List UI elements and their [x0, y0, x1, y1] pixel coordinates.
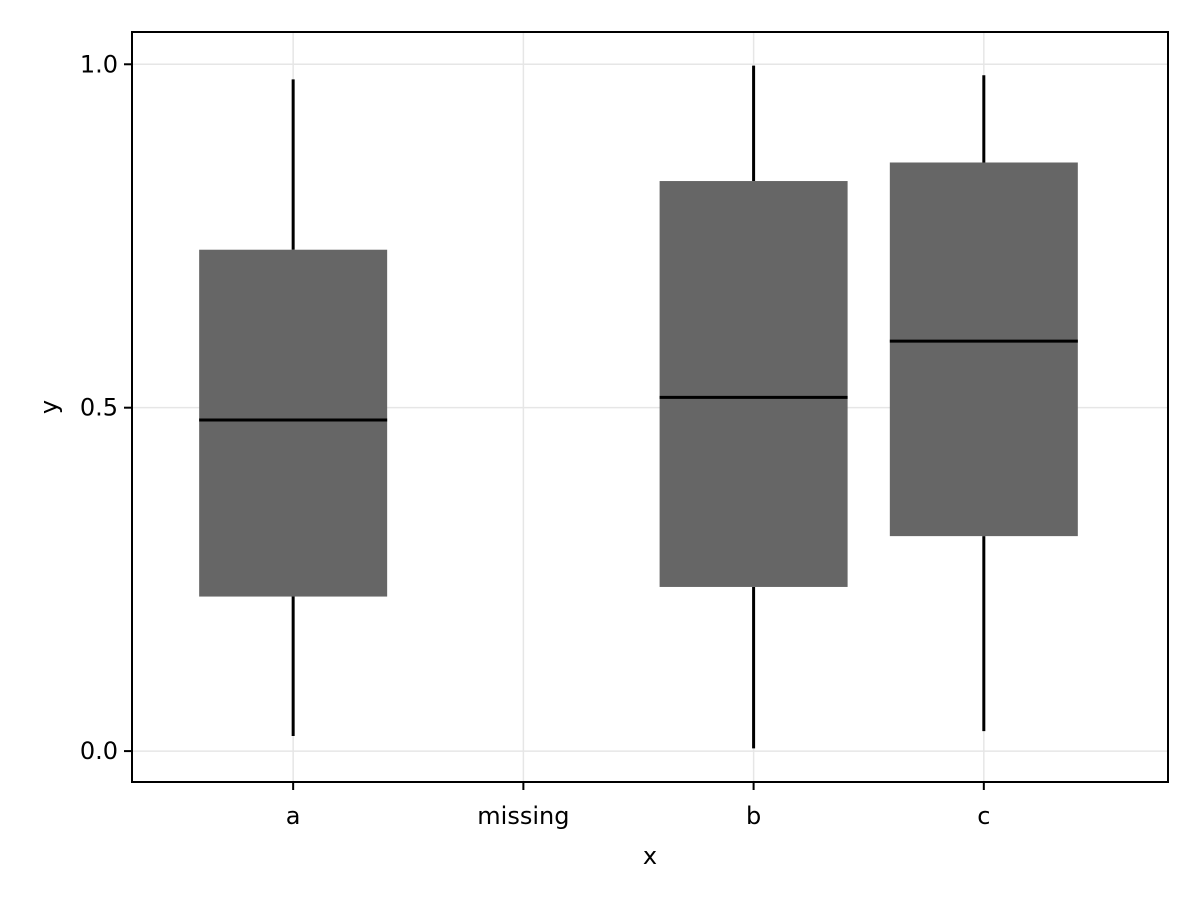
box-a: [199, 79, 388, 736]
axis-ticks: 0.0 0.5 1.0 a missing b c: [80, 50, 991, 830]
x-tick-label: a: [286, 802, 301, 830]
x-tick-label: c: [977, 802, 990, 830]
box-body: [889, 162, 1078, 537]
y-axis-label: y: [35, 400, 63, 414]
y-tick-label: 0.5: [80, 394, 118, 422]
boxes: [199, 65, 1078, 749]
box-c: [889, 75, 1078, 732]
y-tick-label: 1.0: [80, 50, 118, 78]
x-tick-label: b: [746, 802, 761, 830]
box-body: [659, 181, 848, 587]
box-body: [199, 249, 388, 597]
x-tick-label: missing: [477, 802, 569, 830]
box-b: [659, 65, 848, 749]
x-axis-label: x: [643, 842, 657, 870]
y-tick-label: 0.0: [80, 737, 118, 765]
